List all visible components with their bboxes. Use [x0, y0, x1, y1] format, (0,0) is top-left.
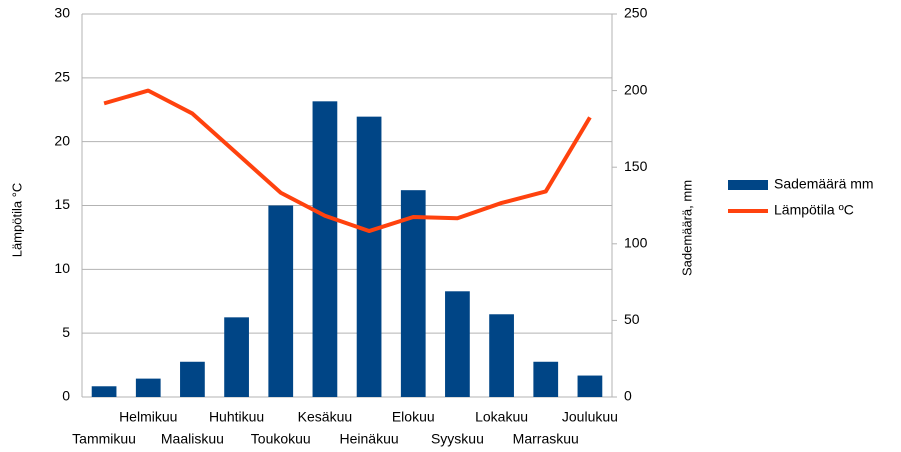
bar — [312, 101, 338, 397]
y2-tick-label: 100 — [624, 235, 648, 251]
bar — [400, 190, 426, 397]
bar — [356, 116, 382, 398]
bar — [577, 375, 603, 397]
x-tick-label: Joulukuu — [562, 409, 618, 425]
bar — [224, 317, 249, 397]
y-tick-label: 30 — [54, 5, 70, 21]
x-tick-label: Toukokuu — [251, 431, 311, 447]
bar — [533, 361, 559, 397]
x-tick-label: Huhtikuu — [209, 409, 264, 425]
legend-label: Sademäärä mm — [774, 176, 874, 192]
legend-label: Lämpötila ºC — [774, 202, 854, 218]
y-tick-label: 5 — [62, 324, 70, 340]
x-tick-label: Kesäkuu — [298, 409, 352, 425]
bar — [91, 386, 117, 397]
y-tick-label: 0 — [62, 388, 70, 404]
x-tick-label: Heinäkuu — [340, 431, 399, 447]
y2-tick-label: 200 — [624, 81, 648, 97]
y-tick-label: 25 — [54, 69, 70, 85]
y2-axis-label: Sademäärä, mm — [679, 180, 694, 276]
y-tick-label: 20 — [54, 132, 70, 148]
bar — [489, 314, 514, 397]
y2-tick-label: 150 — [624, 158, 648, 174]
x-tick-label: Helmikuu — [119, 409, 177, 425]
x-tick-label: Lokakuu — [475, 409, 528, 425]
y2-tick-label: 250 — [624, 5, 648, 21]
y-tick-label: 15 — [54, 196, 70, 212]
bar — [268, 205, 294, 397]
bar — [135, 378, 161, 397]
legend-swatch — [728, 180, 768, 190]
x-tick-label: Syyskuu — [431, 431, 484, 447]
y2-tick-label: 0 — [624, 388, 632, 404]
x-tick-label: Elokuu — [392, 409, 435, 425]
y2-tick-label: 50 — [624, 311, 640, 327]
x-tick-label: Tammikuu — [72, 431, 136, 447]
y-axis-label: Lämpötila °C — [9, 183, 24, 258]
line — [103, 88, 592, 234]
bar — [180, 361, 205, 397]
x-tick-label: Marraskuu — [513, 431, 579, 447]
bar — [445, 291, 470, 397]
y-tick-label: 10 — [54, 260, 70, 276]
x-tick-label: Maaliskuu — [161, 431, 224, 447]
